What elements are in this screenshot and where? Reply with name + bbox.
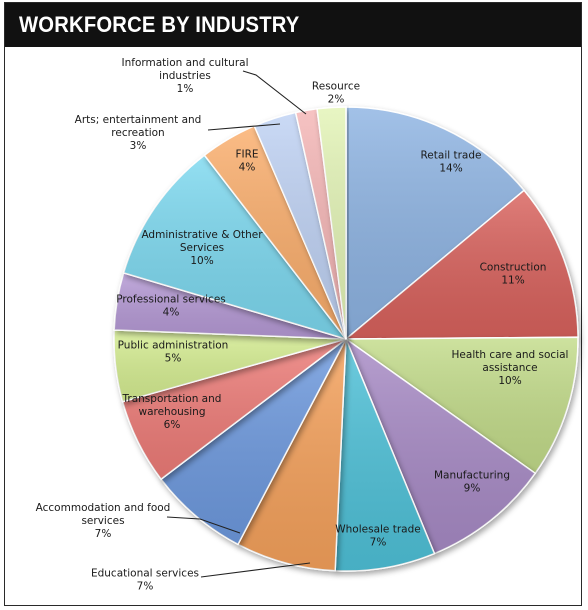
slice-labels: Retail trade 14% Construction 11% Health car… — [36, 57, 569, 593]
slice-label: Resource 2% — [312, 81, 360, 106]
slice-name-label: Construction — [480, 262, 547, 274]
slice-name-label: Wholesale trade — [335, 524, 420, 536]
slice-value-label: 7% — [95, 528, 112, 540]
slice-value-label: 4% — [239, 162, 256, 174]
slice-value-label: 6% — [164, 419, 181, 431]
slice-name-label: Public administration — [118, 340, 229, 352]
chart-title: WORKFORCE BY INDUSTRY — [19, 12, 300, 37]
slice-value-label: 11% — [501, 275, 524, 287]
pie-slice-shading — [237, 339, 346, 571]
slice-label: Wholesale trade 7% — [335, 524, 420, 549]
slice-name-label: assistance — [482, 362, 537, 374]
leader-line — [166, 516, 241, 534]
slice-name-label: Professional services — [116, 294, 226, 306]
slice-label: Public administration 5% — [118, 340, 229, 365]
slice-name-label: Health care and social — [452, 349, 569, 361]
slice-value-label: 7% — [137, 581, 154, 593]
slice-name-label: Transportation and — [122, 393, 222, 405]
slice-label: Administrative & Other Services 10% — [141, 229, 263, 267]
slice-label: Professional services 4% — [116, 294, 226, 319]
slice-value-label: 4% — [163, 307, 180, 319]
pie-slice-shading — [204, 125, 346, 339]
slice-label: Arts; entertainment and recreation 3% — [75, 114, 202, 152]
leader-line — [207, 123, 281, 131]
slice-name-label: services — [81, 515, 124, 527]
slice-label: Construction 11% — [480, 262, 547, 287]
pie-slice-shading — [123, 155, 346, 339]
slice-name-label: Information and cultural — [122, 57, 249, 69]
pie-slice-shading — [346, 339, 536, 554]
pie-slice-shading — [346, 107, 525, 339]
slice-value-label: 5% — [165, 353, 182, 365]
slice-label: Manufacturing 9% — [434, 470, 510, 495]
slice-name-label: warehousing — [138, 406, 205, 418]
slice-value-label: 10% — [498, 375, 521, 387]
pie-slice-shading — [335, 339, 435, 572]
title-bar: WORKFORCE BY INDUSTRY — [5, 3, 581, 47]
pie-slice-shading — [346, 190, 578, 339]
leader-line — [200, 562, 311, 578]
slice-value-label: 1% — [177, 83, 194, 95]
slice-name-label: Educational services — [91, 568, 199, 580]
pie-slices — [113, 106, 579, 572]
slice-name-label: Administrative & Other — [141, 229, 263, 241]
slice-label: Transportation and warehousing 6% — [122, 393, 222, 431]
slice-label: Information and cultural industries 1% — [122, 57, 249, 95]
slice-value-label: 3% — [130, 140, 147, 152]
slice-name-label: Accommodation and food — [36, 502, 171, 514]
slice-name-label: Retail trade — [420, 150, 481, 162]
slice-name-label: Services — [180, 242, 224, 254]
slice-value-label: 10% — [190, 255, 213, 267]
slice-label: Educational services 7% — [91, 568, 199, 593]
slice-value-label: 7% — [370, 537, 387, 549]
slice-name-label: Arts; entertainment and — [75, 114, 202, 126]
pie-slice-shading — [317, 107, 346, 339]
slice-label: Accommodation and food services 7% — [36, 502, 171, 540]
pie-slice-shading — [161, 339, 346, 545]
slice-label: Retail trade 14% — [420, 150, 481, 175]
leader-lines — [166, 70, 311, 578]
slice-value-label: 14% — [439, 163, 462, 175]
slice-name-label: industries — [159, 70, 211, 82]
slice-label: Health care and social assistance 10% — [452, 349, 569, 387]
pie-slice-shading — [254, 112, 346, 339]
slice-value-label: 2% — [328, 94, 345, 106]
pie-slice-shading — [346, 337, 578, 474]
pie-slice-shading — [114, 329, 346, 402]
pie-slice-shading — [122, 339, 347, 480]
pie-slice-shading — [295, 108, 346, 339]
slice-name-label: Resource — [312, 81, 360, 93]
slice-name-label: recreation — [111, 127, 164, 139]
slice-name-label: FIRE — [235, 149, 258, 161]
slice-label: FIRE 4% — [235, 149, 258, 174]
leader-line — [242, 70, 307, 115]
slice-value-label: 9% — [464, 483, 481, 495]
slice-name-label: Manufacturing — [434, 470, 510, 482]
